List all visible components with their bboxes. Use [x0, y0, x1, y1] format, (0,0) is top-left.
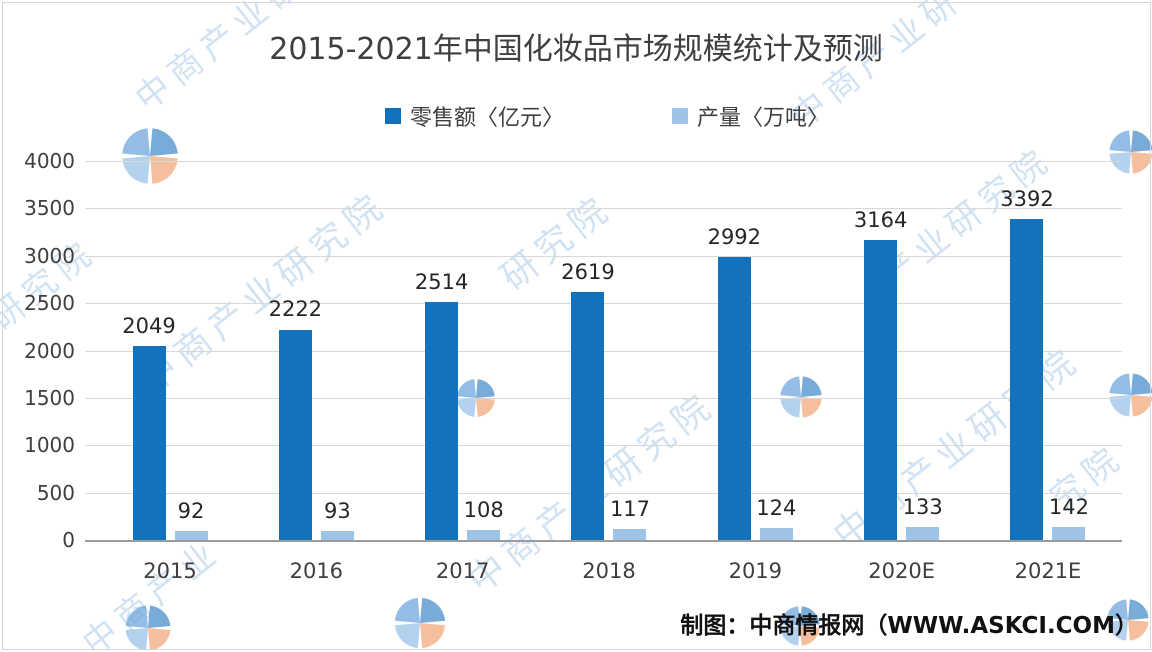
bar-retail-2016	[278, 329, 312, 540]
gridline	[85, 208, 1122, 210]
x-axis-label-2019: 2019	[728, 559, 783, 583]
legend-item-production: 产量〈万吨〉	[672, 100, 829, 132]
bar-production-2017	[467, 529, 501, 540]
y-axis-tick-label: 2000	[24, 338, 75, 363]
watermark-pinwheel-logo-icon	[125, 605, 171, 651]
bar-production-2020E	[906, 527, 940, 540]
legend-label-retail: 零售额〈亿元〉	[410, 106, 565, 131]
bar-production-2021E	[1052, 526, 1086, 540]
legend-item-retail: 零售额〈亿元〉	[385, 100, 564, 132]
watermark-pinwheel-logo-icon	[1109, 130, 1152, 174]
bar-retail-2020E	[864, 240, 898, 540]
x-axis-label-2017: 2017	[435, 559, 490, 583]
x-axis-label-2018: 2018	[582, 559, 636, 583]
value-label-production-2019: 124	[756, 496, 797, 521]
watermark-pinwheel-logo-icon	[780, 376, 822, 418]
bar-production-2019	[759, 528, 793, 540]
watermark-pinwheel-logo-icon	[122, 128, 178, 184]
value-label-production-2016: 93	[323, 499, 351, 524]
x-axis-label-2015: 2015	[143, 559, 197, 583]
y-axis-tick-label: 4000	[24, 149, 75, 173]
value-label-retail-2016: 2222	[268, 297, 323, 322]
y-axis-tick-label: 0	[62, 528, 75, 552]
y-axis-tick-label: 1000	[24, 433, 75, 458]
legend: 零售额〈亿元〉 产量〈万吨〉	[385, 100, 829, 132]
value-label-retail-2018: 2619	[561, 259, 615, 284]
y-axis-tick-label: 2500	[24, 291, 75, 316]
gridline	[85, 255, 1122, 257]
x-axis-line	[85, 540, 1122, 542]
value-label-production-2020E: 133	[902, 495, 943, 520]
legend-label-production: 产量〈万吨〉	[697, 106, 830, 131]
watermark-pinwheel-logo-icon	[457, 379, 495, 417]
value-label-retail-2021E: 3392	[1000, 186, 1054, 211]
legend-swatch-retail	[385, 108, 401, 124]
bar-retail-2018	[571, 291, 605, 540]
y-axis-tick-label: 500	[36, 480, 75, 505]
watermark-pinwheel-logo-icon	[1107, 599, 1149, 641]
watermark-pinwheel-logo-icon	[1109, 373, 1152, 417]
bar-production-2015	[174, 531, 208, 540]
footer-credit: 制图：中商情报网（WWW.ASKCI.COM）	[680, 613, 1138, 639]
bar-retail-2021E	[1010, 218, 1044, 540]
bar-retail-2015	[132, 345, 166, 540]
value-label-production-2021E: 142	[1048, 494, 1090, 519]
value-label-retail-2015: 2049	[122, 313, 176, 338]
y-axis-tick-label: 1500	[24, 385, 75, 410]
legend-swatch-production	[672, 108, 689, 124]
x-axis-label-2020E: 2020E	[868, 559, 935, 583]
value-label-production-2017: 108	[463, 497, 504, 522]
bar-production-2016	[320, 531, 354, 540]
chart-title: 2015-2021年中国化妆品市场规模统计及预测	[269, 32, 883, 67]
gridline	[85, 161, 1122, 162]
bar-production-2018	[613, 528, 647, 540]
y-axis-tick-label: 3000	[24, 243, 75, 268]
bar-retail-2019	[717, 256, 751, 540]
value-label-retail-2017: 2514	[414, 269, 469, 294]
watermark-pinwheel-logo-icon	[394, 597, 446, 649]
x-axis-label-2016: 2016	[289, 559, 344, 583]
watermark-pinwheel-logo-icon	[780, 606, 820, 646]
value-label-retail-2020E: 3164	[853, 208, 908, 233]
value-label-production-2018: 117	[609, 496, 651, 521]
y-axis-tick-label: 3500	[24, 196, 75, 221]
bar-retail-2017	[425, 301, 459, 540]
value-label-retail-2019: 2992	[707, 224, 762, 249]
x-axis-label-2021E: 2021E	[1014, 559, 1082, 583]
value-label-production-2015: 92	[177, 499, 205, 524]
plot-area: 4000 3500 3000 2500 2000 1500 1000 500 0 2049 92 20…	[24, 149, 1122, 583]
